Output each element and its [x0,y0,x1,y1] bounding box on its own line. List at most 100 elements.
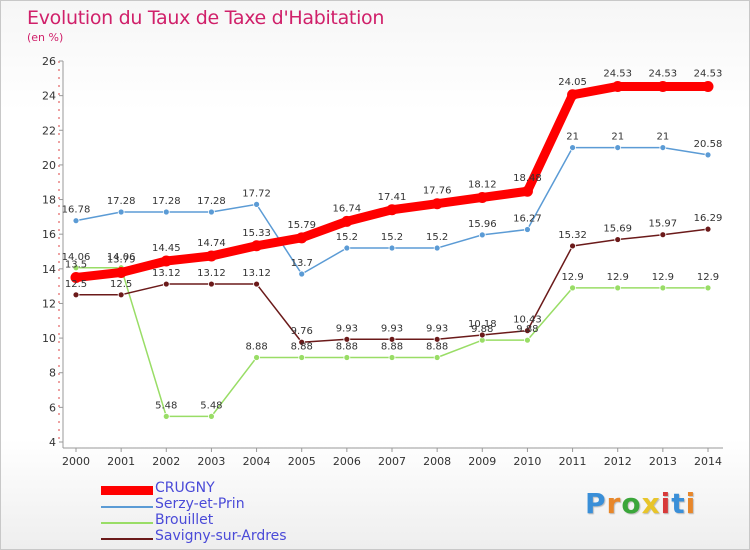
data-label: 9.93 [426,323,448,334]
data-label: 15.96 [468,219,497,230]
data-point [702,80,714,92]
data-point [524,226,531,233]
data-label: 12.5 [65,279,87,290]
data-label: 13.12 [242,268,271,279]
brand-logo: Proxiti [585,487,696,520]
series-crugny [70,80,714,283]
data-label: 12.9 [697,272,719,283]
brand-letter: x [641,487,661,520]
data-point [614,284,622,292]
data-label: 17.41 [378,192,407,203]
data-point [343,354,351,361]
data-label: 24.53 [694,68,723,79]
y-tick-label: 8 [49,367,56,380]
data-label: 13.12 [197,268,226,279]
x-tick-label: 2004 [243,455,271,468]
data-label: 10.43 [513,315,542,326]
legend-swatch [101,486,153,495]
data-label: 24.05 [558,77,587,88]
x-tick-label: 2002 [152,455,180,468]
data-label: 21 [656,132,669,143]
data-label: 15.69 [603,224,632,235]
data-label: 20.58 [694,139,723,150]
data-point [117,291,125,299]
data-point [298,354,306,361]
data-point [162,412,170,420]
data-point [388,244,396,252]
data-point [251,240,263,252]
data-point [70,271,82,283]
data-point [704,151,712,159]
y-tick-label: 4 [49,436,56,449]
data-point [433,244,441,252]
data-point [341,215,353,227]
data-label: 9.76 [291,326,313,337]
data-label: 14.45 [152,243,181,254]
data-label: 12.9 [561,272,583,283]
data-point [205,250,217,262]
series-serzy-et-prin [72,144,712,278]
brand-letter: i [660,487,672,520]
data-point [614,144,622,151]
legend-swatch [101,522,153,524]
data-label: 24.53 [649,68,678,79]
brand-letter: i [685,487,697,520]
x-tick-label: 2011 [559,455,587,468]
data-point [569,144,576,151]
data-label: 9.88 [516,324,538,335]
x-tick-label: 2000 [62,455,90,468]
data-point [478,331,486,339]
y-tick-label: 26 [42,55,56,68]
data-label: 8.88 [291,341,313,352]
data-point [296,232,308,244]
data-label: 13.7 [291,258,313,269]
data-label: 13.79 [107,254,136,265]
data-label: 24.53 [603,68,632,79]
data-label: 21 [611,132,624,143]
data-label: 8.88 [336,341,358,352]
data-label: 15.2 [426,232,448,243]
x-tick-label: 2001 [107,455,135,468]
data-point [478,231,486,239]
data-label: 17.76 [423,186,452,197]
data-label: 17.72 [242,188,271,199]
legend-label: Brouillet [155,512,214,528]
x-tick-label: 2009 [468,455,496,468]
x-tick-label: 2012 [604,455,632,468]
x-tick-label: 2010 [513,455,541,468]
y-tick-label: 14 [42,263,56,276]
data-label: 9.88 [471,324,493,335]
data-label: 14.74 [197,238,226,249]
data-label: 14.06 [62,252,91,263]
data-label: 16.27 [513,214,542,225]
data-label: 15.97 [649,219,678,230]
legend-swatch [101,506,153,508]
series-savigny-sur-ardres [72,225,712,346]
data-label: 18.48 [513,173,542,184]
data-point [117,208,125,216]
data-point [253,200,260,208]
data-label: 13.5 [65,259,87,270]
data-label: 13.12 [152,268,181,279]
data-point [298,338,306,346]
data-point [431,198,443,210]
data-point [388,354,396,361]
data-point [659,284,667,292]
brand-letter: t [671,487,686,520]
data-point [569,284,576,292]
data-label: 17.28 [152,196,181,207]
x-tick-label: 2005 [288,455,316,468]
data-point [567,89,579,101]
data-label: 16.29 [694,213,723,224]
chart-title: Evolution du Taux de Taxe d'Habitation [27,7,385,29]
x-tick-label: 2003 [197,455,225,468]
brand-letter: P [585,487,607,520]
data-label: 14.06 [107,252,136,263]
data-label: 21 [566,132,579,143]
data-label: 5.48 [200,400,222,411]
legend-label: CRUGNY [155,480,215,496]
data-label: 18.12 [468,179,497,190]
x-tick-label: 2013 [649,455,677,468]
data-label: 10.18 [468,319,497,330]
